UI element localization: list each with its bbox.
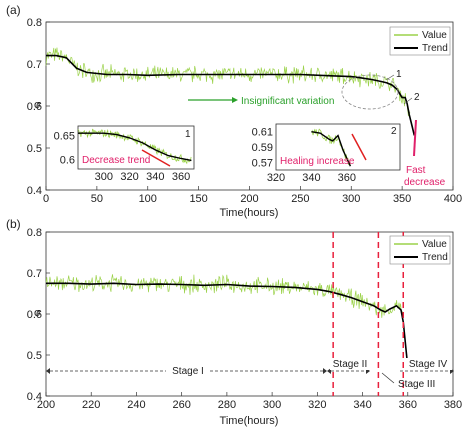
panel-b-trend-series bbox=[46, 282, 409, 368]
panel-b-ylabel: σ bbox=[34, 307, 41, 319]
panel-a-xlabel: Time(hours) bbox=[220, 207, 279, 219]
fast-decrease-note-2: decrease bbox=[404, 177, 446, 188]
inset-2-red-line bbox=[351, 133, 367, 161]
inset-2-label: 2 bbox=[391, 126, 397, 137]
panel-a: (a) 0 50 100 150 200 250 300 350 400 0.4 0.5 0.6 0.7… bbox=[6, 3, 462, 219]
panel-a-ticks: 0 50 100 150 200 250 300 350 400 0.4 0.5 0.6 0.7 0.8 bbox=[27, 17, 462, 205]
panel-a-legend: Value Trend bbox=[389, 26, 451, 56]
panel-a-trend-series bbox=[46, 54, 416, 136]
panel-b-ticks: 200 220 240 260 280 300 320 340 360 380 0.4 0.5 0.6 0… bbox=[27, 227, 462, 411]
x-tick-label: 250 bbox=[291, 193, 309, 205]
inset-y-tick-label: 0.57 bbox=[252, 157, 273, 169]
panel-a-annotations: Insignificant variation 1 2 Fast decreas… bbox=[188, 69, 446, 188]
x-tick-label: 400 bbox=[444, 193, 462, 205]
x-tick-label: 50 bbox=[91, 193, 103, 205]
panel-b-stage-annotations: Stage I Stage II Stage IV Stage III bbox=[46, 358, 454, 390]
x-tick-label: 0 bbox=[43, 193, 49, 205]
inset-2-note: Healing increase bbox=[280, 156, 355, 167]
inset-y-tick-label: 0.65 bbox=[54, 131, 75, 143]
inset-1-label: 1 bbox=[185, 129, 191, 140]
legend-b-value-label: Value bbox=[422, 239, 447, 250]
inset-1-trend-series bbox=[78, 132, 192, 162]
trend-line bbox=[46, 282, 409, 368]
panel-b-stage-lines bbox=[332, 232, 405, 396]
legend-trend-label: Trend bbox=[422, 43, 448, 54]
y-tick-label: 0.5 bbox=[27, 350, 42, 362]
inset-2-ticks: 320 340 360 0.57 0.59 0.61 bbox=[252, 127, 356, 184]
zoom-label-1: 1 bbox=[396, 69, 402, 80]
y-tick-label: 0.4 bbox=[27, 391, 42, 403]
x-tick-label: 360 bbox=[399, 399, 417, 411]
trend-line bbox=[46, 54, 416, 136]
inset-x-tick-label: 360 bbox=[172, 171, 190, 183]
x-tick-label: 150 bbox=[189, 193, 207, 205]
legend-b-trend-label: Trend bbox=[422, 252, 448, 263]
y-tick-label: 0.5 bbox=[27, 143, 42, 155]
x-tick-label: 260 bbox=[172, 399, 190, 411]
inset-2-trend-series bbox=[311, 131, 352, 167]
x-tick-label: 320 bbox=[308, 399, 326, 411]
panel-b-axes-frame bbox=[45, 231, 454, 397]
y-tick-label: 0.7 bbox=[27, 59, 42, 71]
fast-decrease-note-1: Fast bbox=[406, 165, 426, 176]
x-tick-label: 340 bbox=[353, 399, 371, 411]
inset-2-frame bbox=[275, 123, 401, 171]
x-tick-label: 300 bbox=[263, 399, 281, 411]
zoom-ellipse bbox=[341, 74, 399, 110]
y-tick-label: 0.6 bbox=[27, 309, 42, 321]
stage-3-label: Stage III bbox=[398, 379, 435, 390]
inset-1-red-line bbox=[141, 149, 171, 167]
y-tick-label: 0.8 bbox=[27, 17, 42, 29]
y-tick-label: 0.7 bbox=[27, 268, 42, 280]
inset-y-tick-label: 0.61 bbox=[252, 127, 273, 139]
x-tick-label: 280 bbox=[218, 399, 236, 411]
insignificant-note: Insignificant variation bbox=[241, 96, 334, 107]
inset-value-line bbox=[311, 128, 351, 165]
x-tick-label: 220 bbox=[82, 399, 100, 411]
inset-y-tick-label: 0.59 bbox=[252, 142, 273, 154]
inset-1-note: Decrease trend bbox=[82, 155, 150, 166]
insignificant-arrowhead bbox=[232, 97, 238, 103]
inset-x-tick-label: 320 bbox=[120, 171, 138, 183]
zoom-label-2: 2 bbox=[414, 92, 420, 103]
inset-x-tick-label: 300 bbox=[95, 171, 113, 183]
fast-decrease-line bbox=[413, 119, 417, 157]
panel-a-label: (a) bbox=[6, 3, 21, 17]
panel-b-legend: Value Trend bbox=[389, 235, 451, 265]
inset-x-tick-label: 340 bbox=[302, 172, 320, 184]
panel-b: (b) 200 220 240 260 280 300 320 340 360 380 0.4 0.5… bbox=[6, 217, 462, 427]
x-tick-label: 300 bbox=[342, 193, 360, 205]
panel-a-ylabel: σ bbox=[34, 99, 41, 111]
inset-1-ticks: 300 320 340 360 0.6 0.65 bbox=[54, 131, 191, 183]
stage-1-label: Stage I bbox=[172, 366, 204, 377]
x-tick-label: 100 bbox=[139, 193, 157, 205]
inset-x-tick-label: 360 bbox=[338, 172, 356, 184]
inset-y-tick-label: 0.6 bbox=[60, 154, 75, 166]
x-tick-label: 380 bbox=[444, 399, 462, 411]
y-tick-label: 0.8 bbox=[27, 227, 42, 239]
x-tick-label: 350 bbox=[393, 193, 411, 205]
y-tick-label: 0.6 bbox=[27, 101, 42, 113]
inset-trend-line bbox=[311, 131, 352, 167]
inset-x-tick-label: 340 bbox=[146, 171, 164, 183]
y-tick-label: 0.4 bbox=[27, 185, 42, 197]
stage-4-label: Stage IV bbox=[409, 359, 448, 370]
inset-x-tick-label: 320 bbox=[267, 172, 285, 184]
inset-trend-line bbox=[78, 132, 192, 162]
panel-b-xlabel: Time(hours) bbox=[220, 415, 279, 427]
legend-value-label: Value bbox=[422, 30, 447, 41]
x-tick-label: 240 bbox=[127, 399, 145, 411]
stage-2-label: Stage II bbox=[333, 359, 367, 370]
x-tick-label: 200 bbox=[240, 193, 258, 205]
inset-2: 320 340 360 0.57 0.59 0.61 Healing increase 2 bbox=[252, 123, 401, 184]
panel-b-label: (b) bbox=[6, 217, 21, 231]
inset-1: 300 320 340 360 0.6 0.65 Decrease trend 1 bbox=[54, 125, 195, 183]
inset-2-value-series bbox=[311, 128, 351, 165]
x-tick-label: 200 bbox=[37, 399, 55, 411]
